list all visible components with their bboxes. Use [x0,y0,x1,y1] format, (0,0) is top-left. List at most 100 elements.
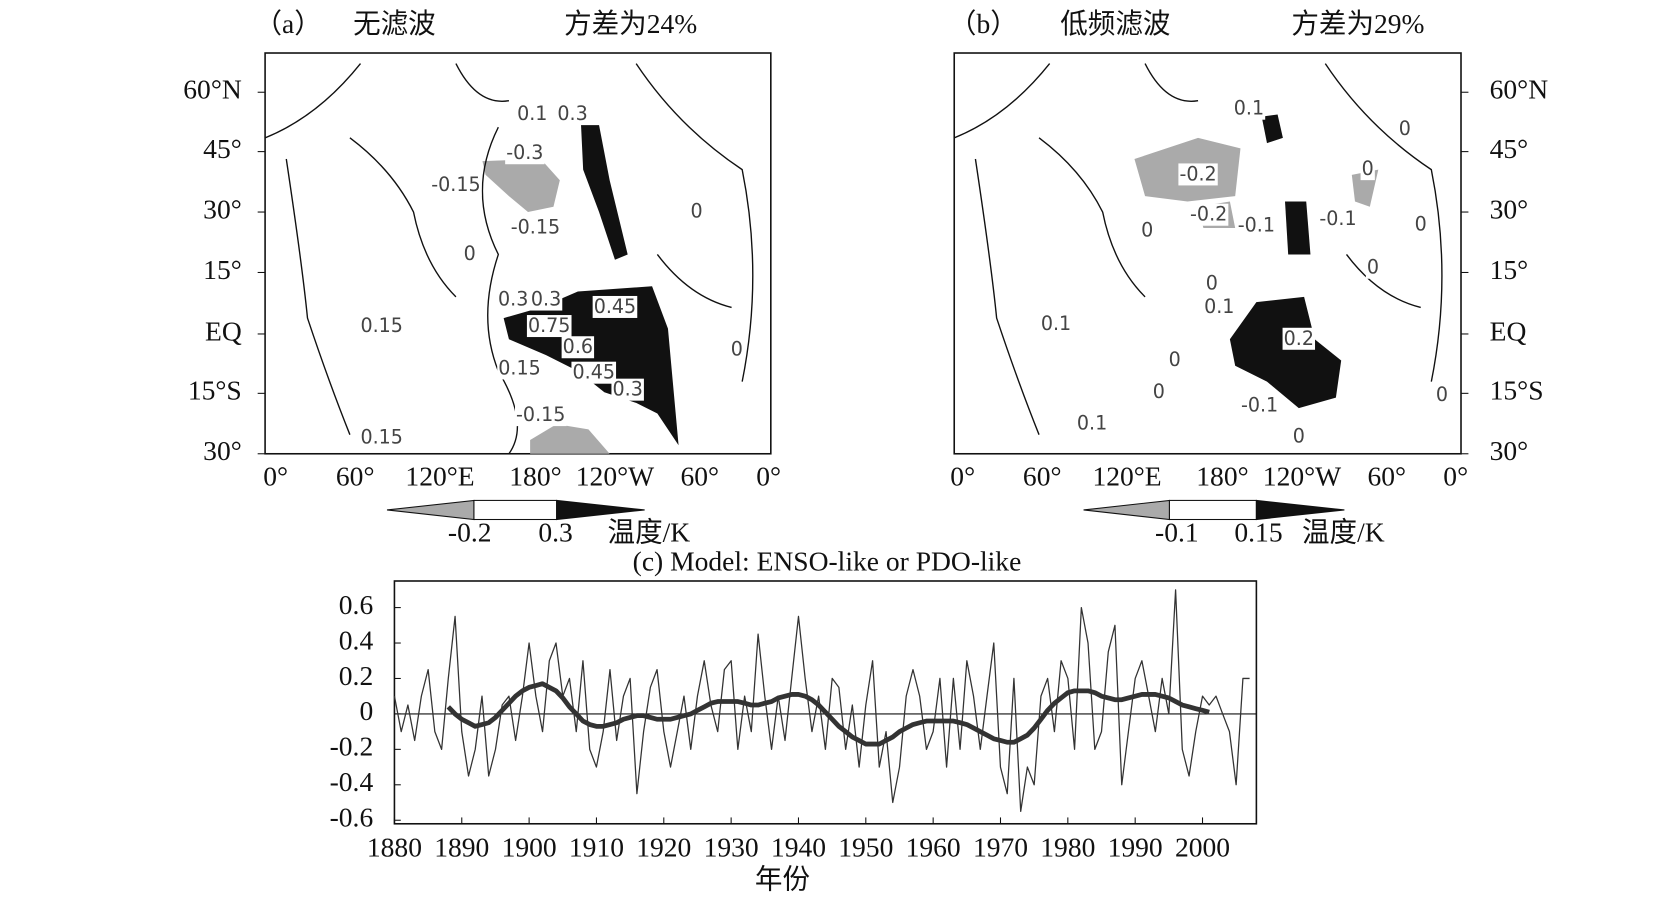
lat-label: 15°S [188,375,242,406]
colorbar-tick: -0.1 [1155,517,1199,548]
contour-label: 0 [1399,118,1411,140]
smoothed-line [446,681,1210,747]
y-tick-label: -0.6 [330,802,374,833]
contour-label-bg [1236,214,1277,237]
lon-label: 0° [263,461,288,492]
y-tick-label: 0.4 [339,624,374,655]
contour-label: 0 [1293,425,1305,447]
contour-label-bg [497,357,542,380]
lon-label: 60° [1023,461,1062,492]
contour-label: 0 [1206,273,1218,295]
contour-label-bg [359,315,405,338]
contour-label: 0.45 [573,362,615,384]
colorbar-b [1083,499,1345,521]
lon-label: 0° [756,461,781,492]
contour-label-bg [1151,380,1166,403]
contour-label-bg [556,103,589,126]
contour-label: -0.2 [1179,163,1216,185]
contour-label: 0 [1153,381,1165,403]
contour-label-bg [1167,348,1182,371]
lat-label: 30° [203,435,242,466]
y-tick-label: 0 [359,695,373,726]
lat-label: 15° [203,254,242,285]
contour-label: 0.3 [498,289,528,311]
contour-label: 0.15 [360,315,402,337]
contour-label-bg [1140,219,1155,242]
contour-label: 0 [1362,158,1374,180]
contour-label: 0.1 [1204,296,1234,318]
lon-label: 0° [1443,461,1468,492]
y-tick-label: 0.6 [339,589,373,620]
contour-label: 0 [1436,384,1448,406]
contour-label: 0 [1415,213,1427,235]
x-tick-label: 1910 [569,832,624,863]
contour-label: 0.1 [1041,313,1071,335]
colorbar-tick: -0.2 [448,517,492,548]
contour-label-bg [496,288,530,311]
contour-label: 0.3 [557,103,587,125]
contour-label: -0.15 [511,216,560,238]
contour-label-bg [592,295,638,318]
x-tick-label: 1970 [973,832,1028,863]
contour-label: 0 [731,338,743,360]
lat-label: 30° [1490,435,1529,466]
x-tick-label: 1920 [636,832,691,863]
contour-label-bg [1397,117,1412,140]
contour-label: -0.2 [1190,204,1227,226]
contour-label: 0 [691,201,703,223]
panel-label: （b） [949,8,1018,39]
contour-label-bg [561,336,595,359]
map-frame [953,52,1462,455]
colorbar-a [386,499,645,521]
contour-label: 0 [1367,257,1379,279]
map-b-coast [953,63,1443,435]
contour-label-bg [1232,97,1266,120]
contour-label: 0.75 [528,315,570,337]
contour-label-bg [1291,425,1306,448]
lon-label: 120°W [576,461,654,492]
contour-label-bg [516,103,549,126]
lon-label: 60° [336,461,375,492]
contour-label-bg [1318,207,1358,230]
contour-label-bg [1239,394,1280,417]
x-tick-label: 1980 [1040,832,1095,863]
contour-label: -0.1 [1319,208,1356,230]
contour-label: 0.3 [531,289,561,311]
panel-variance: 方差为24% [564,8,697,39]
contour-label: -0.1 [1238,214,1275,236]
contour-label: 0 [1169,349,1181,371]
contour-label-bg [1188,203,1229,226]
y-tick-label: -0.4 [330,766,374,797]
chart-title: (c) Model: ENSO-like or PDO-like [633,545,1022,576]
map-frame [264,52,772,455]
x-tick-label: 1880 [367,832,422,863]
contour-label: 0.6 [563,336,593,358]
contour-label-bg [689,200,704,223]
lon-label: 0° [950,461,975,492]
contour-label: -0.3 [506,142,543,164]
lon-label: 120°E [405,461,474,492]
contour-label-bg [611,378,644,401]
contour-label-bg [505,142,545,165]
x-tick-label: 1940 [771,832,826,863]
lat-label: EQ [1490,315,1527,346]
raw-line [393,589,1250,813]
y-tick-label: -0.2 [330,731,374,762]
lon-label: 60° [680,461,719,492]
contour-label: 0.1 [1077,413,1107,435]
lat-label: EQ [205,315,242,346]
contour-label: 0.2 [1284,328,1314,350]
contour-label-bg [430,174,482,197]
contour-label-bg [1075,412,1109,435]
lon-label: 180° [1196,461,1248,492]
contour-label-bg [509,216,562,239]
contour-label-bg [1203,295,1236,318]
contour-label-bg [526,315,572,338]
colorbar-unit: 温度/K [1302,517,1385,548]
lat-label: 60°N [183,74,242,105]
contour-label: -0.15 [431,174,480,196]
contour-label-bg [514,404,567,427]
lat-label: 45° [203,133,242,164]
x-tick-label: 1900 [502,832,557,863]
